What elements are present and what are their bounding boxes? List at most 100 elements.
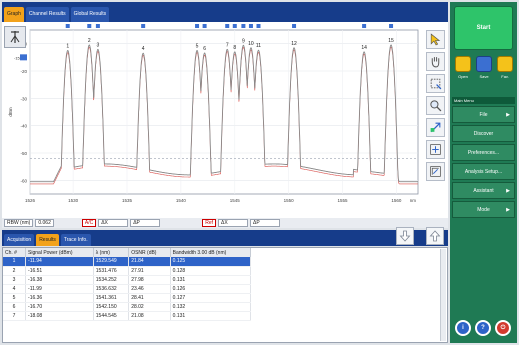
tab-channel-results[interactable]: Channel Results [25, 7, 69, 22]
marker-b-delta-x[interactable]: ΔX [217, 219, 248, 227]
y-axis-label: dBm [8, 107, 13, 117]
cell-signal-power: -16.51 [25, 266, 94, 276]
cell-osnr: 28.02 [128, 302, 171, 312]
channel-marker[interactable] [65, 24, 70, 28]
left-marker-icon[interactable] [20, 54, 27, 61]
plot-frame [29, 29, 419, 195]
zoom-in-tool[interactable] [426, 96, 445, 115]
channel-marker[interactable] [195, 24, 200, 28]
trace-tool-button[interactable] [4, 26, 26, 48]
tab-results[interactable]: Results [36, 234, 59, 246]
marker-a-delta-p[interactable]: ΔP [130, 219, 161, 227]
peak-label: 2 [88, 38, 91, 44]
peak-label: 9 [242, 38, 245, 44]
peak-label: 12 [291, 41, 297, 47]
tab-acquisition[interactable]: Acquisition [4, 234, 35, 246]
cell-wavelength: 1534.252 [93, 275, 130, 285]
channel-marker[interactable] [202, 24, 207, 28]
tab-global-results[interactable]: Global Results [70, 7, 110, 22]
table-row[interactable]: 7 -18.08 1544.545 21.08 0.131 [3, 311, 252, 321]
menu-mode[interactable]: Mode ▶ [452, 201, 515, 218]
spectrum-graph[interactable]: -10-20-30-40-50-60dBm1526153015351540154… [2, 22, 448, 218]
marker-b-select[interactable]: Ref [202, 219, 216, 227]
cell-osnr: 21.84 [128, 257, 171, 267]
channel-marker[interactable] [256, 24, 261, 28]
graph-toolbar [426, 30, 446, 181]
zoom-area-tool[interactable] [426, 74, 445, 93]
help-icon[interactable]: ? [475, 320, 491, 336]
table-row[interactable]: 5 -16.36 1541.361 28.41 0.127 [3, 293, 252, 303]
zoom-fit-tool[interactable] [426, 140, 445, 159]
save-button[interactable]: Save [475, 56, 493, 84]
col-signal-power[interactable]: Signal Power (dBm) [25, 248, 94, 257]
marker-a-delta-x[interactable]: ΔX [98, 219, 129, 227]
channel-marker[interactable] [95, 24, 100, 28]
cell-osnr: 23.46 [128, 284, 171, 294]
tab-graph[interactable]: Graph [4, 7, 24, 22]
col-wavelength[interactable]: λ (nm) [93, 248, 130, 257]
channel-marker[interactable] [292, 24, 297, 28]
channel-marker[interactable] [362, 24, 367, 28]
pointer-icon [430, 33, 441, 46]
marker-a-select[interactable]: A/C [81, 219, 97, 227]
channel-marker[interactable] [141, 24, 146, 28]
channel-marker[interactable] [232, 24, 237, 28]
zoom-out-tool[interactable] [426, 118, 445, 137]
chevron-right-icon: ▶ [506, 111, 510, 118]
peak-label: 14 [361, 45, 367, 51]
cell-wavelength: 1541.361 [93, 293, 130, 303]
scroll-up-button[interactable] [426, 227, 444, 245]
menu-assistant[interactable]: Assistant ▶ [452, 182, 515, 199]
table-row[interactable]: 6 -16.70 1542.150 28.02 0.132 [3, 302, 252, 312]
pointer-tool[interactable] [426, 30, 445, 49]
favorites-button[interactable]: Fav. [496, 56, 514, 84]
menu-analysis-setup[interactable]: Analysis Setup... [452, 163, 515, 180]
marker-icon [10, 31, 20, 43]
cell-wavelength: 1531.476 [93, 266, 130, 276]
menu-file[interactable]: File ▶ [452, 106, 515, 123]
rbw-value[interactable]: 0.062 [35, 219, 54, 227]
arrow-up-icon [429, 230, 441, 242]
scroll-down-button[interactable] [396, 227, 414, 245]
table-row[interactable]: 3 -16.38 1534.252 27.98 0.131 [3, 275, 252, 285]
cell-signal-power: -11.99 [25, 284, 94, 294]
table-row[interactable]: 4 -11.99 1536.632 23.46 0.126 [3, 284, 252, 294]
col-channel[interactable]: Ch. # [3, 248, 27, 257]
rbw-label: RBW (nm) [4, 219, 34, 227]
channel-marker[interactable] [87, 24, 92, 28]
cell-wavelength: 1529.549 [93, 257, 130, 267]
top-tab-bar: Graph Channel Results Global Results [2, 2, 448, 22]
power-icon[interactable]: ⏻ [495, 320, 511, 336]
open-button[interactable]: Open [454, 56, 472, 84]
pan-tool[interactable] [426, 52, 445, 71]
menu-mode-label: Mode [477, 206, 490, 213]
start-button[interactable]: Start [454, 6, 513, 50]
info-icon[interactable]: i [455, 320, 471, 336]
table-scrollbar[interactable] [440, 249, 446, 341]
channel-marker[interactable] [225, 24, 230, 28]
channel-marker[interactable] [389, 24, 394, 28]
table-row[interactable]: 2 -16.51 1531.476 27.91 0.128 [3, 266, 252, 276]
col-bandwidth[interactable]: Bandwidth 3.00 dB (nm) [170, 248, 252, 257]
marker-b-delta-p[interactable]: ΔP [249, 219, 280, 227]
menu-preferences[interactable]: Preferences... [452, 144, 515, 161]
col-osnr[interactable]: OSNR (dB) [128, 248, 171, 257]
table-row[interactable]: 1 -11.94 1529.549 21.84 0.125 [3, 257, 252, 267]
channel-marker[interactable] [248, 24, 253, 28]
quick-buttons: Open Save Fav. [454, 56, 514, 84]
menu-file-label: File [479, 111, 488, 118]
cell-bandwidth: 0.131 [170, 275, 252, 285]
arrow-down-icon [399, 230, 411, 242]
menu-discover[interactable]: Discover [452, 125, 515, 142]
tab-trace-info[interactable]: Trace Info. [60, 234, 91, 246]
peak-label: 15 [388, 38, 394, 44]
full-scale-tool[interactable] [426, 162, 445, 181]
cell-wavelength: 1542.150 [93, 302, 130, 312]
menu-discover-label: Discover [473, 130, 494, 137]
peak-label: 1 [66, 44, 69, 50]
save-label: Save [479, 74, 489, 79]
channel-marker[interactable] [241, 24, 246, 28]
save-disk-icon [476, 56, 492, 72]
x-tick-label: 1535 [122, 198, 133, 203]
